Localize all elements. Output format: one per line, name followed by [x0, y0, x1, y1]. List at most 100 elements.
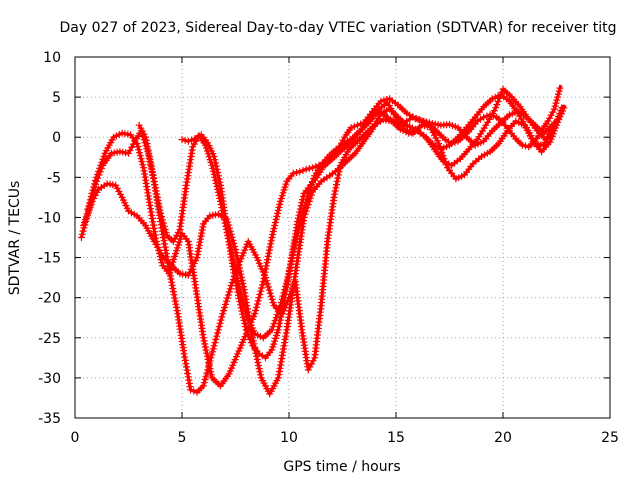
- data-point: [308, 360, 315, 368]
- data-point: [272, 215, 280, 223]
- data-point: [451, 138, 459, 146]
- data-point: [271, 222, 279, 229]
- data-point: [235, 261, 243, 269]
- data-point: [273, 311, 281, 319]
- data-point: [263, 280, 271, 288]
- data-point: [315, 161, 323, 169]
- data-point: [555, 87, 563, 95]
- data-point: [137, 155, 145, 163]
- data-point: [135, 146, 143, 154]
- data-point: [246, 335, 254, 343]
- data-point: [245, 332, 253, 340]
- data-point: [371, 107, 379, 115]
- data-point: [178, 136, 186, 144]
- data-point: [212, 159, 219, 167]
- data-point: [276, 200, 284, 208]
- data-point: [92, 173, 100, 181]
- axis-ticks: 0 5 10 15 20 25 10 5 0 -5 -10 -15 -20 -25 -30 -35: [38, 50, 619, 446]
- y-tick-label: -10: [38, 210, 61, 226]
- data-point: [220, 307, 228, 315]
- data-point: [299, 196, 307, 204]
- data-point: [309, 357, 317, 365]
- data-point: [494, 98, 502, 105]
- data-point: [89, 186, 97, 194]
- data-point: [253, 355, 261, 363]
- data-point: [416, 116, 423, 124]
- data-point: [435, 140, 443, 148]
- data-point: [268, 295, 276, 303]
- data-point: [295, 211, 303, 219]
- data-point: [223, 297, 230, 305]
- data-point: [489, 112, 497, 120]
- data-point: [173, 232, 181, 239]
- data-point: [309, 164, 316, 172]
- data-point: [244, 329, 251, 337]
- data-point: [210, 342, 218, 350]
- data-point: [255, 362, 262, 369]
- data-point: [232, 246, 239, 253]
- data-point: [409, 113, 417, 121]
- data-point: [296, 168, 304, 176]
- data-point: [247, 339, 255, 347]
- data-point: [205, 363, 212, 371]
- data-point: [270, 225, 278, 232]
- x-tick-label: 20: [494, 430, 512, 446]
- data-point: [237, 304, 245, 312]
- data-point: [211, 156, 219, 164]
- data-point: [98, 158, 106, 166]
- data-point: [419, 117, 427, 125]
- data-point: [237, 301, 244, 309]
- data-point: [339, 136, 347, 144]
- data-point: [302, 165, 310, 173]
- data-point: [253, 303, 260, 311]
- data-point: [218, 313, 226, 321]
- data-point: [553, 96, 561, 104]
- y-tick-label: -15: [38, 251, 61, 267]
- data-point: [262, 277, 270, 285]
- data-point: [336, 165, 344, 172]
- data-point: [212, 335, 220, 343]
- data-point: [480, 113, 488, 121]
- data-point: [208, 351, 216, 359]
- data-point: [91, 180, 99, 188]
- data-point: [556, 84, 564, 92]
- data-point: [138, 158, 146, 166]
- data-point: [269, 299, 277, 307]
- data-point: [266, 243, 274, 251]
- data-point: [264, 283, 272, 291]
- data-point: [333, 177, 341, 185]
- data-point: [493, 101, 501, 109]
- data-point: [95, 167, 102, 175]
- data-point: [256, 291, 264, 298]
- data-point: [225, 288, 233, 296]
- data-point: [554, 90, 562, 98]
- data-point: [212, 162, 220, 170]
- series-track: [86, 97, 562, 388]
- data-point: [236, 298, 244, 306]
- data-point: [273, 212, 281, 220]
- data-point: [306, 363, 314, 371]
- data-point: [86, 196, 94, 204]
- data-point: [269, 231, 277, 238]
- x-tick-label: 10: [280, 430, 298, 446]
- data-point: [199, 334, 207, 342]
- data-point: [78, 230, 86, 238]
- data-point: [255, 365, 263, 373]
- data-point: [240, 316, 248, 324]
- data-point: [241, 320, 249, 327]
- data-point: [214, 326, 222, 334]
- data-point: [87, 193, 95, 201]
- data-point: [337, 139, 345, 147]
- data-point: [188, 136, 196, 144]
- x-tick-label: 15: [387, 430, 405, 446]
- data-point: [144, 143, 151, 151]
- data-point: [85, 202, 93, 210]
- data-point: [135, 121, 143, 129]
- data-point: [271, 219, 279, 226]
- data-point: [92, 177, 99, 184]
- data-point: [226, 285, 234, 293]
- data-point: [215, 323, 223, 330]
- data-point: [293, 169, 300, 176]
- data-point: [350, 122, 358, 130]
- data-point: [298, 199, 306, 207]
